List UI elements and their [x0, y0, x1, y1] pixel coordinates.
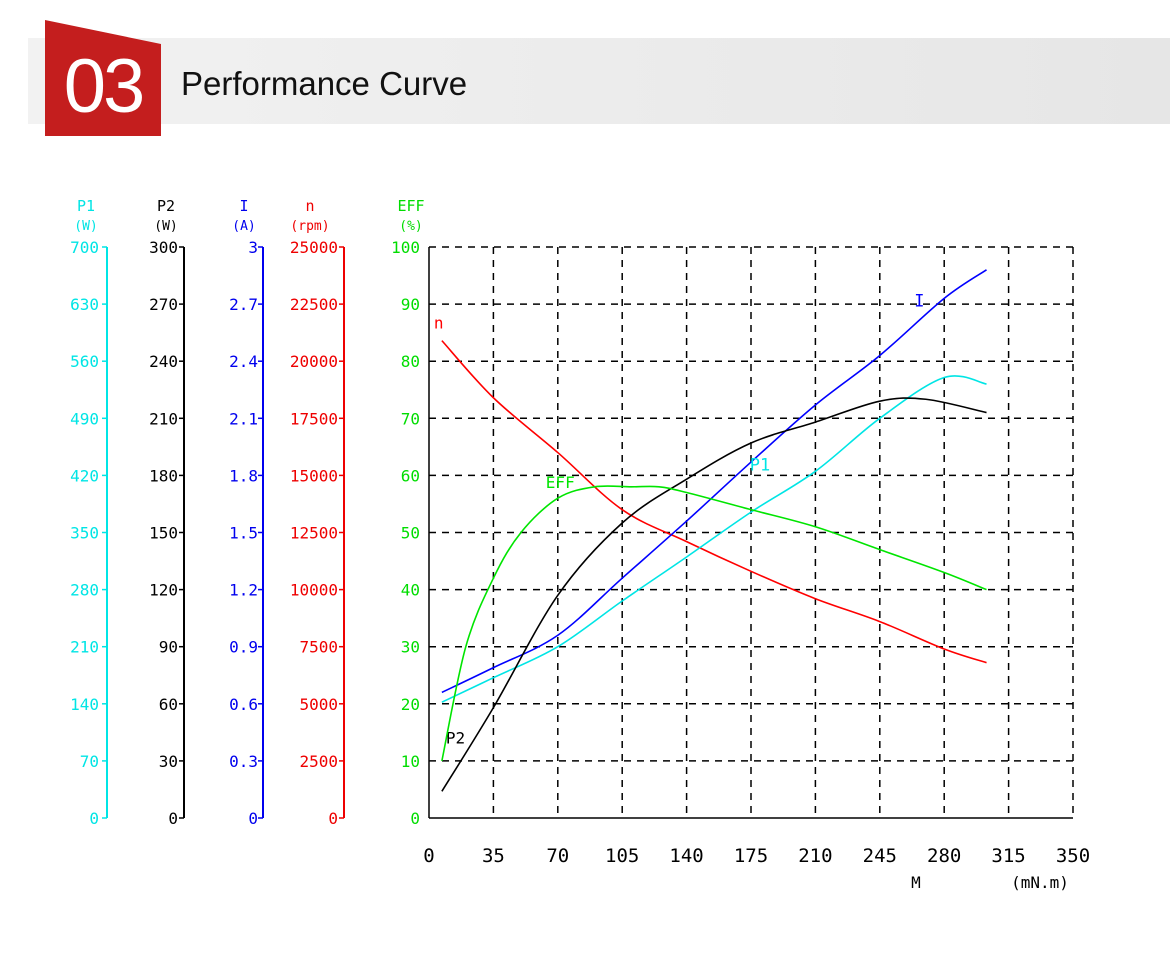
y-tick-label-P1: 420 [70, 466, 99, 485]
y-tick-label-P1: 560 [70, 352, 99, 371]
y-tick-label-P1: 630 [70, 295, 99, 314]
y-axis-unit-EFF: (%) [399, 219, 422, 234]
series-label-P2: P2 [446, 728, 465, 747]
y-tick-label-P2: 30 [159, 752, 178, 771]
x-tick-label: 35 [482, 845, 505, 867]
y-tick-label-I: 0.6 [229, 695, 258, 714]
y-tick-label-n: 15000 [290, 466, 338, 485]
section-number: 03 [63, 44, 146, 129]
x-tick-label: 280 [927, 845, 961, 867]
x-tick-label: 350 [1056, 845, 1090, 867]
y-tick-label-P2: 300 [149, 238, 178, 257]
series-line-EFF [441, 485, 987, 762]
header-band [0, 38, 1170, 124]
y-tick-label-EFF: 90 [401, 295, 420, 314]
y-tick-label-EFF: 70 [401, 409, 420, 428]
series-label-P1: P1 [750, 455, 770, 475]
y-tick-label-P2: 270 [149, 295, 178, 314]
y-axis-label-EFF: EFF [397, 197, 424, 215]
y-tick-label-I: 1.8 [229, 466, 258, 485]
y-tick-label-EFF: 10 [401, 752, 420, 771]
y-tick-label-I: 0.3 [229, 752, 258, 771]
section-badge [45, 20, 161, 136]
y-tick-label-n: 20000 [290, 352, 338, 371]
y-tick-label-P2: 60 [159, 695, 178, 714]
y-tick-label-P1: 700 [70, 238, 99, 257]
y-tick-label-I: 2.7 [229, 295, 258, 314]
y-tick-label-P2: 120 [149, 581, 178, 600]
y-tick-label-n: 7500 [299, 638, 338, 657]
y-tick-label-I: 3 [248, 238, 258, 257]
y-tick-label-P2: 180 [149, 466, 178, 485]
series-label-I: I [914, 291, 924, 311]
y-tick-label-EFF: 60 [401, 466, 420, 485]
y-tick-label-P1: 280 [70, 581, 99, 600]
series-label-n: n [434, 314, 444, 333]
series-line-n [441, 340, 987, 664]
y-tick-label-EFF: 30 [401, 638, 420, 657]
y-tick-label-P2: 150 [149, 524, 178, 543]
page-title: Performance Curve [181, 65, 468, 102]
y-tick-label-EFF: 50 [401, 524, 420, 543]
x-tick-label: 245 [863, 845, 897, 867]
y-tick-label-I: 0.9 [229, 638, 258, 657]
x-tick-label: 175 [734, 845, 768, 867]
y-tick-label-P2: 210 [149, 409, 178, 428]
y-tick-label-P2: 90 [159, 638, 178, 657]
y-tick-label-I: 2.4 [229, 352, 258, 371]
x-tick-label: 315 [991, 845, 1025, 867]
x-tick-label: 140 [669, 845, 703, 867]
y-axis-unit-P2: (W) [154, 219, 177, 234]
x-tick-label: 0 [423, 845, 434, 867]
y-tick-label-n: 0 [328, 809, 338, 828]
section-badge-shape [45, 20, 161, 136]
y-axis-unit-P1: (W) [74, 219, 97, 234]
y-axis-label-n: n [305, 197, 314, 215]
y-tick-label-EFF: 40 [401, 581, 420, 600]
y-axis-unit-n: (rpm) [290, 219, 329, 234]
y-tick-label-EFF: 100 [391, 238, 420, 257]
y-tick-label-I: 0 [248, 809, 258, 828]
y-tick-label-I: 1.2 [229, 581, 258, 600]
y-axis-unit-I: (A) [232, 219, 255, 234]
y-axis-label-P1: P1 [77, 197, 95, 215]
y-tick-label-n: 10000 [290, 581, 338, 600]
x-tick-label: 105 [605, 845, 639, 867]
x-tick-label: 210 [798, 845, 832, 867]
y-tick-label-n: 25000 [290, 238, 338, 257]
y-axis-label-P2: P2 [157, 197, 175, 215]
y-tick-label-P1: 490 [70, 409, 99, 428]
y-tick-label-P1: 0 [89, 809, 99, 828]
x-axis-unit: (mN.m) [1011, 873, 1069, 892]
x-axis-name: M [911, 873, 921, 892]
y-tick-label-n: 12500 [290, 524, 338, 543]
header-left-bar [0, 38, 28, 124]
y-tick-label-EFF: 80 [401, 352, 420, 371]
y-tick-label-P1: 210 [70, 638, 99, 657]
y-tick-label-EFF: 20 [401, 695, 420, 714]
y-tick-label-P1: 70 [80, 752, 99, 771]
y-tick-label-n: 17500 [290, 409, 338, 428]
y-tick-label-n: 2500 [299, 752, 338, 771]
series-line-I [441, 269, 987, 694]
y-tick-label-I: 1.5 [229, 524, 258, 543]
y-tick-label-n: 5000 [299, 695, 338, 714]
series-label-EFF: EFF [546, 473, 575, 492]
y-tick-label-P2: 0 [168, 809, 178, 828]
y-tick-label-P1: 140 [70, 695, 99, 714]
y-axis-label-I: I [239, 197, 248, 215]
x-tick-label: 70 [546, 845, 569, 867]
y-tick-label-EFF: 0 [410, 809, 420, 828]
series-line-P2 [441, 397, 987, 792]
y-tick-label-P2: 240 [149, 352, 178, 371]
y-tick-label-I: 2.1 [229, 409, 258, 428]
y-tick-label-P1: 350 [70, 524, 99, 543]
y-tick-label-n: 22500 [290, 295, 338, 314]
